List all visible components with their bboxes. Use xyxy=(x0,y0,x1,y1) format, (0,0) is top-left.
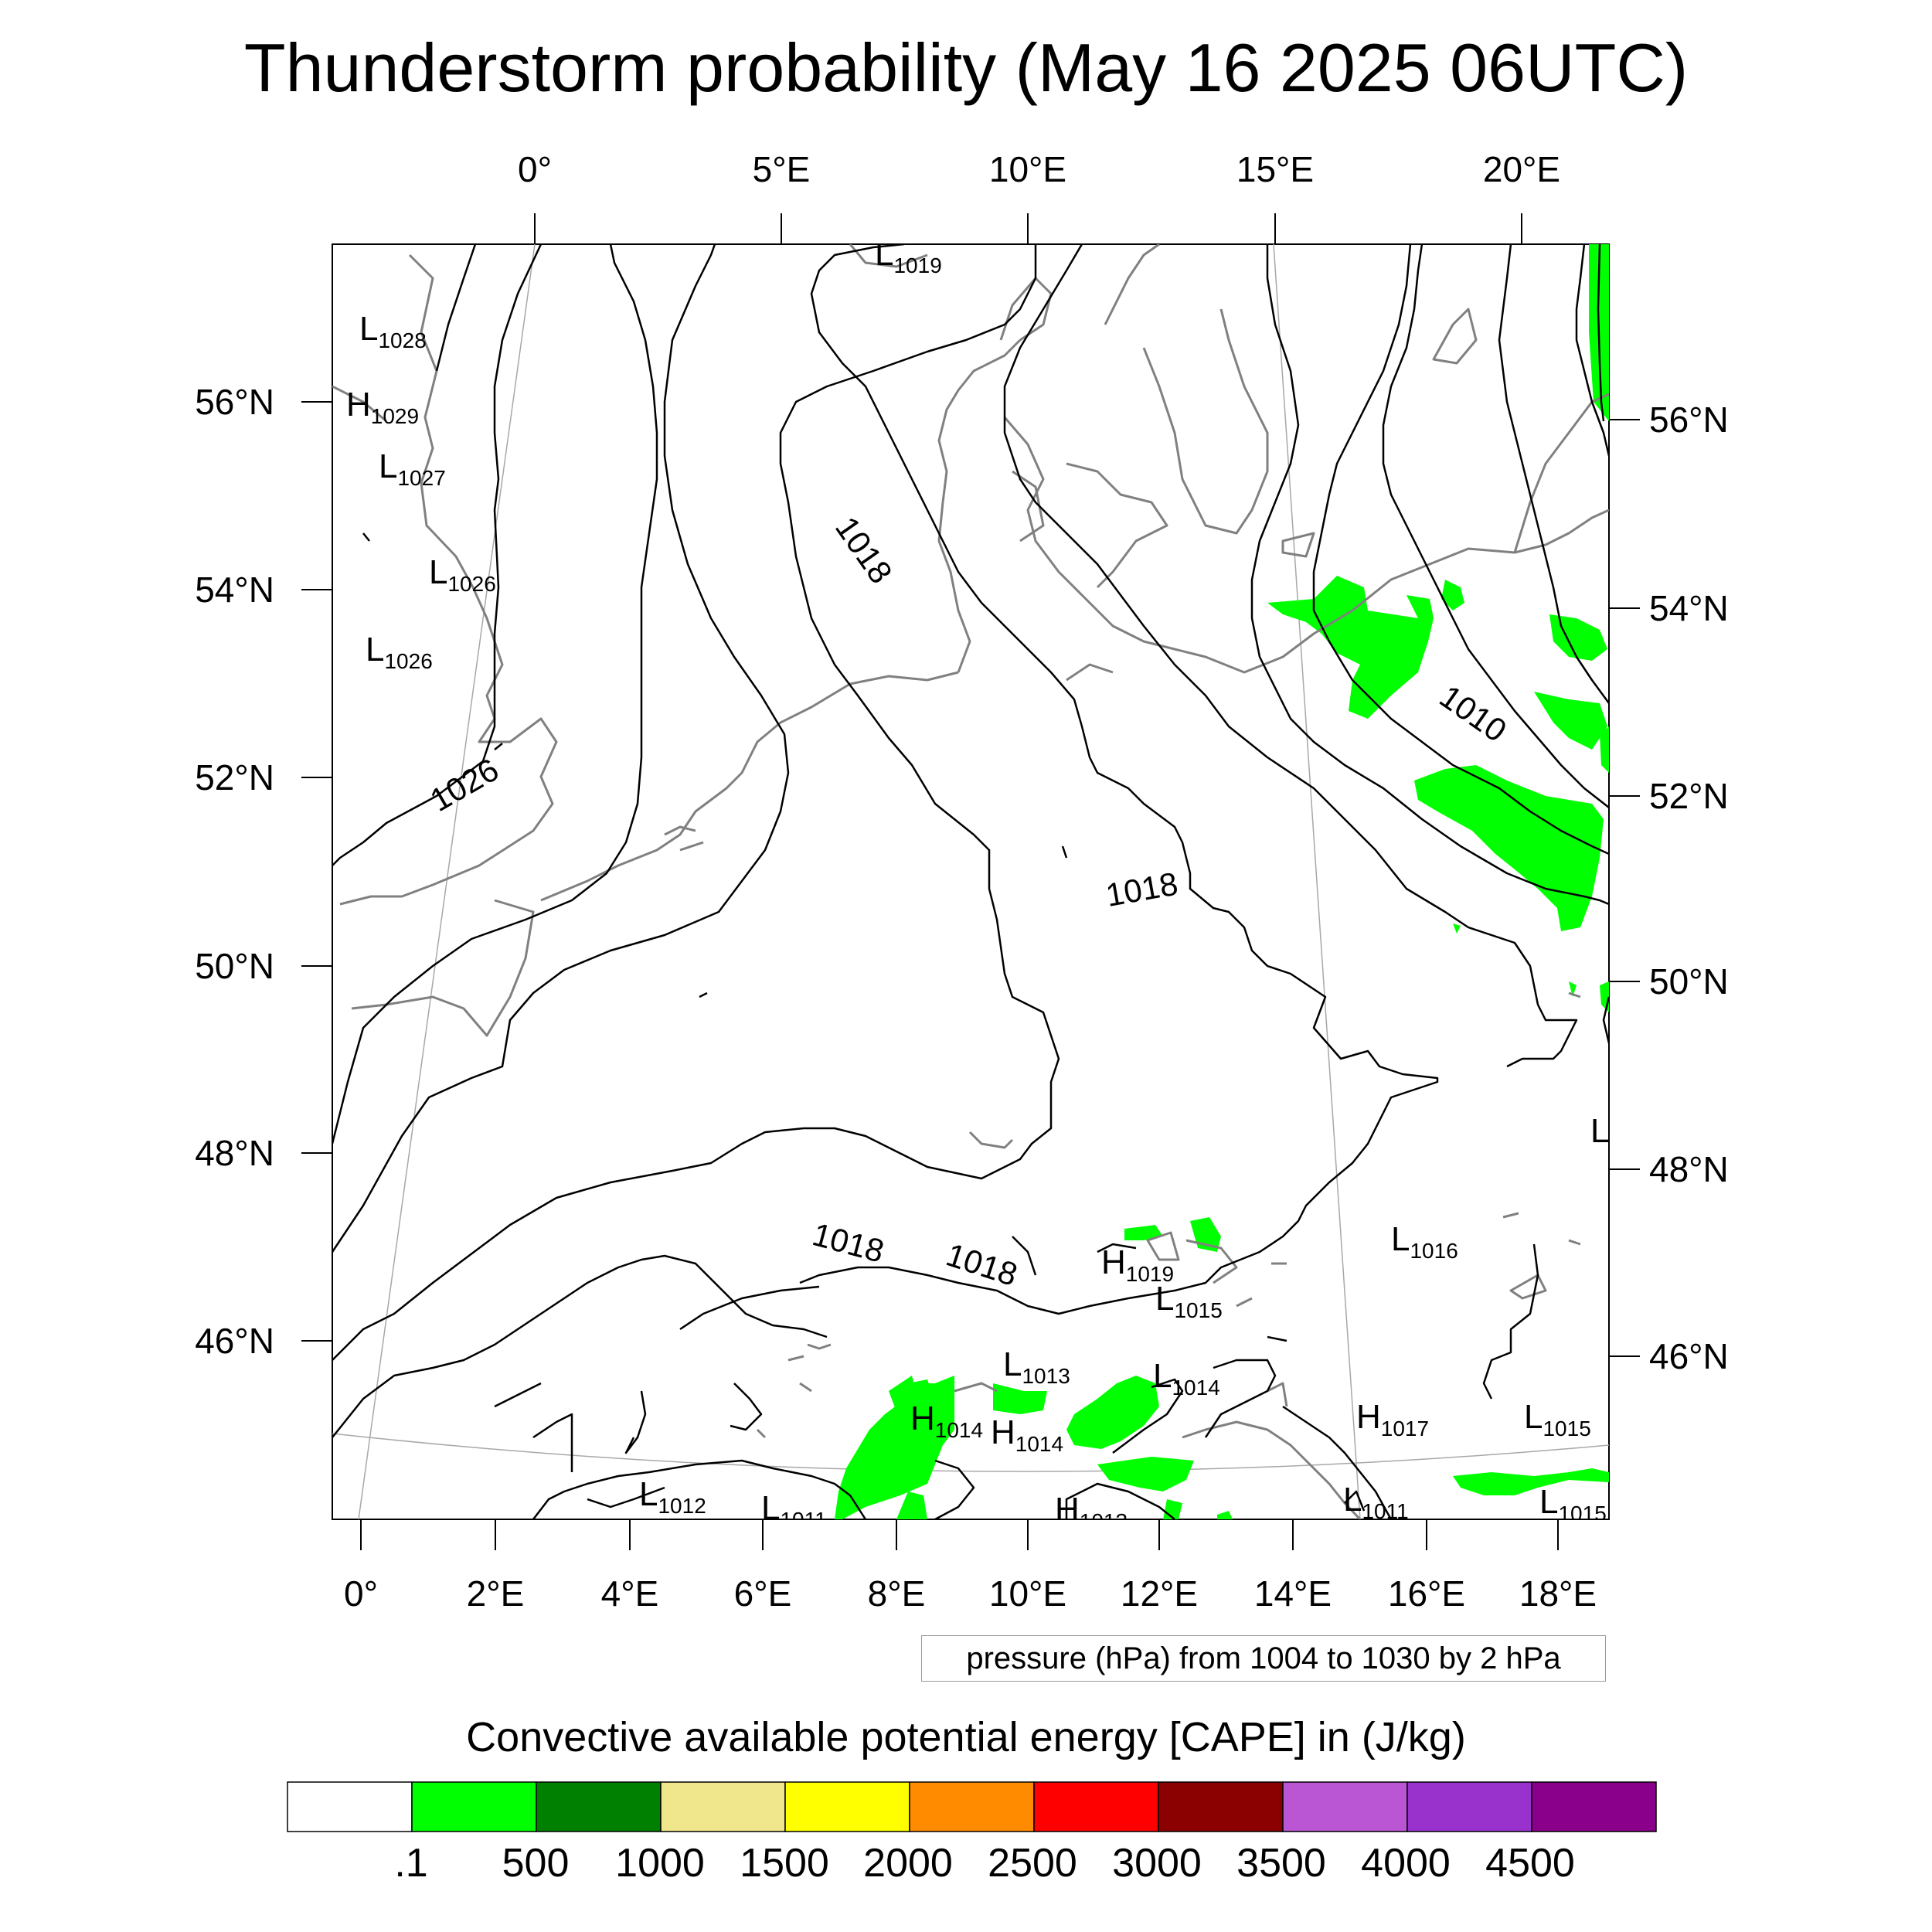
colorbar-label: 1500 xyxy=(740,1841,829,1886)
colorbar-label: 2500 xyxy=(988,1841,1077,1886)
colorbar-label: 3500 xyxy=(1236,1841,1326,1886)
left-axis-label: 50°N xyxy=(195,946,274,986)
right-axis-label: 48°N xyxy=(1649,1149,1729,1189)
colorbar-boxes xyxy=(287,1781,1657,1832)
figure-title: Thunderstorm probability (May 16 2025 06… xyxy=(243,29,1689,106)
pressure-center: L1011 xyxy=(1343,1481,1409,1523)
colorbar-label: .1 xyxy=(394,1841,427,1886)
colorbar-label: 4000 xyxy=(1361,1841,1451,1886)
right-axis-label: 46°N xyxy=(1649,1336,1729,1376)
top-axis-labels: 0° 5°E 10°E 15°E 20°E xyxy=(518,149,1560,189)
colorbar-swatch xyxy=(660,1781,786,1832)
colorbar-swatch xyxy=(1406,1781,1532,1832)
colorbar-label: 3000 xyxy=(1112,1841,1202,1886)
colorbar-label: 500 xyxy=(502,1841,570,1886)
pressure-center: L1013 xyxy=(1003,1345,1070,1388)
isobars xyxy=(332,244,1609,1519)
colorbar-swatch xyxy=(1282,1781,1408,1832)
pressure-center: H1014 xyxy=(910,1400,983,1442)
colorbar-title: Convective available potential energy [C… xyxy=(466,1714,1466,1760)
pressure-center: H1029 xyxy=(346,386,419,428)
pressure-center: L1016 xyxy=(1391,1220,1458,1263)
colorbar-swatch xyxy=(909,1781,1035,1832)
pressure-center: H1017 xyxy=(1356,1398,1429,1440)
colorbar-label: 2000 xyxy=(863,1841,953,1886)
colorbar-swatch xyxy=(1158,1781,1284,1832)
map-frame xyxy=(332,243,1610,1520)
bottom-axis-label: 0° xyxy=(344,1573,378,1614)
axis-ticks xyxy=(301,213,1640,1550)
bottom-axis-label: 6°E xyxy=(734,1573,792,1614)
cape-shading xyxy=(835,244,1609,1519)
top-axis-label: 5°E xyxy=(753,149,811,189)
pressure-center: L1015 xyxy=(1524,1398,1591,1440)
right-axis-label: 50°N xyxy=(1649,961,1729,1002)
pressure-center: L1014 xyxy=(1153,1357,1220,1400)
right-axis-label: 52°N xyxy=(1649,776,1729,816)
pressure-info-box: pressure (hPa) from 1004 to 1030 by 2 hP… xyxy=(921,1635,1606,1682)
top-axis-label: 0° xyxy=(518,149,552,189)
colorbar-swatch xyxy=(287,1781,413,1832)
colorbar-label: 1000 xyxy=(615,1841,705,1886)
pressure-center: L xyxy=(1590,1112,1609,1150)
bottom-axis-label: 4°E xyxy=(601,1573,659,1614)
colorbar-swatch xyxy=(411,1781,537,1832)
bottom-axis-label: 10°E xyxy=(989,1573,1066,1614)
pressure-center: L1026 xyxy=(429,553,496,596)
pressure-center: H1019 xyxy=(1101,1243,1174,1286)
pressure-center: L1015 xyxy=(1155,1280,1223,1322)
left-axis-labels: 56°N 54°N 52°N 50°N 48°N 46°N xyxy=(195,382,274,1361)
bottom-axis-label: 8°E xyxy=(868,1573,926,1614)
graticule xyxy=(332,244,1609,1519)
pressure-center: L1027 xyxy=(379,447,446,490)
colorbar-label: 4500 xyxy=(1485,1841,1575,1886)
bottom-axis-labels: 0° 2°E 4°E 6°E 8°E 10°E 12°E 14°E 16°E 1… xyxy=(344,1573,1597,1614)
colorbar: .1 500 1000 1500 2000 2500 3000 3500 400… xyxy=(287,1781,1657,1886)
pressure-center: L1026 xyxy=(366,631,433,673)
pressure-center: L1028 xyxy=(359,310,427,352)
bottom-axis-label: 12°E xyxy=(1121,1573,1198,1614)
left-axis-label: 54°N xyxy=(195,570,274,610)
right-axis-labels: 56°N 54°N 52°N 50°N 48°N 46°N xyxy=(1649,400,1729,1376)
right-axis-label: 56°N xyxy=(1649,400,1729,440)
left-axis-label: 56°N xyxy=(195,382,274,422)
left-axis-label: 46°N xyxy=(195,1321,274,1361)
pressure-center: L1012 xyxy=(639,1475,706,1518)
pressure-center: H1013 xyxy=(1055,1491,1128,1533)
coastlines xyxy=(332,244,1609,1519)
bottom-axis-label: 16°E xyxy=(1388,1573,1465,1614)
colorbar-swatch xyxy=(784,1781,910,1832)
right-axis-label: 54°N xyxy=(1649,588,1729,628)
pressure-centers: L1019 L1028 H1029 L1027 L1026 L1026 H101… xyxy=(346,235,1609,1533)
top-axis-label: 20°E xyxy=(1483,149,1560,189)
left-axis-label: 48°N xyxy=(195,1133,274,1173)
bottom-axis-label: 14°E xyxy=(1254,1573,1332,1614)
pressure-center: L1011 xyxy=(761,1489,827,1532)
top-axis-label: 15°E xyxy=(1236,149,1314,189)
colorbar-labels: .1 500 1000 1500 2000 2500 3000 3500 400… xyxy=(394,1841,1575,1886)
left-axis-label: 52°N xyxy=(195,757,274,798)
colorbar-swatch xyxy=(1531,1781,1657,1832)
pressure-center: L1019 xyxy=(875,235,942,277)
bottom-axis-label: 2°E xyxy=(467,1573,525,1614)
pressure-center: H1014 xyxy=(991,1413,1063,1456)
bottom-axis-label: 18°E xyxy=(1519,1573,1597,1614)
colorbar-swatch xyxy=(536,1781,662,1832)
pressure-center: L1015 xyxy=(1539,1483,1607,1526)
colorbar-swatch xyxy=(1033,1781,1159,1832)
top-axis-label: 10°E xyxy=(989,149,1066,189)
